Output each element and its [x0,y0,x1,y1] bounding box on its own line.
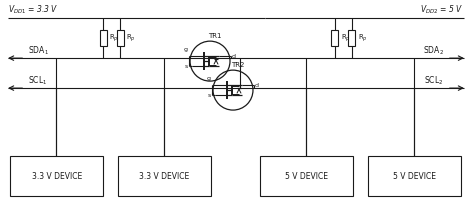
Text: R$_p$: R$_p$ [126,32,136,44]
Text: g: g [207,76,211,81]
Bar [118,156,211,196]
Text: R$_p$: R$_p$ [341,32,351,44]
Text: d: d [232,54,236,59]
Bar [331,30,338,46]
Bar [10,156,103,196]
Text: 5 V DEVICE: 5 V DEVICE [393,172,436,180]
Bar [348,30,355,46]
Text: 5 V DEVICE: 5 V DEVICE [285,172,328,180]
Text: V$_{DD1}$ = 3.3 V: V$_{DD1}$ = 3.3 V [8,4,59,16]
Text: R$_p$: R$_p$ [358,32,368,44]
Text: R$_p$: R$_p$ [109,32,119,44]
Text: TR1: TR1 [208,33,221,39]
Bar [117,30,124,46]
Text: s: s [185,64,188,69]
Bar [260,156,353,196]
Text: 3.3 V DEVICE: 3.3 V DEVICE [32,172,82,180]
Text: SDA$_2$: SDA$_2$ [423,45,444,57]
Text: s: s [208,92,211,98]
Text: SCL$_1$: SCL$_1$ [28,75,48,87]
Bar [368,156,461,196]
Text: SCL$_2$: SCL$_2$ [424,75,444,87]
Text: V$_{DD2}$ = 5 V: V$_{DD2}$ = 5 V [421,4,464,16]
Text: g: g [184,47,188,52]
Text: 3.3 V DEVICE: 3.3 V DEVICE [139,172,190,180]
Bar [100,30,107,46]
Text: SDA$_1$: SDA$_1$ [28,45,49,57]
Text: d: d [255,83,259,88]
Text: TR2: TR2 [231,62,244,68]
